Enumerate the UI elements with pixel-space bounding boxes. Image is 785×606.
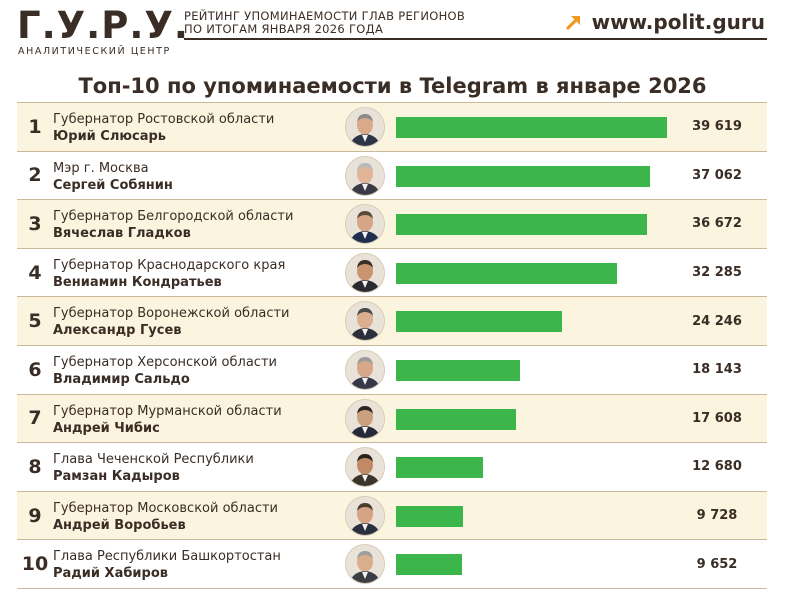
table-row: 8 Глава Чеченской Республики Рамзан Кадыро…	[17, 442, 767, 491]
rank-label: 2	[28, 164, 42, 187]
rank-label: 5	[28, 310, 42, 333]
site-url[interactable]: www.polit.guru	[591, 10, 765, 34]
avatar	[345, 398, 385, 439]
avatar	[345, 544, 385, 585]
avatar	[345, 155, 385, 196]
table-row: 10 Глава Республики Башкортостан Радий Хаб…	[17, 539, 767, 589]
header: Г.У.Р.У. АНАЛИТИЧЕСКИЙ ЦЕНТР РЕЙТИНГ УПО…	[0, 0, 785, 66]
avatar	[345, 447, 385, 488]
position-title: Губернатор Воронежской области	[53, 306, 290, 322]
table-row: 7 Губернатор Мурманской области Андрей Чиб…	[17, 393, 767, 443]
bar	[396, 165, 650, 187]
ranking-list: 1 Губернатор Ростовской области Юрий Слюса…	[17, 102, 767, 589]
table-row: 4 Губернатор Краснодарского края Вениамин …	[17, 247, 767, 297]
position-title: Глава Чеченской Республики	[53, 452, 254, 468]
arrow-up-right-icon	[566, 16, 580, 30]
person-name: Александр Гусев	[53, 323, 182, 339]
avatar	[345, 495, 385, 536]
person-name: Радий Хабиров	[53, 566, 168, 582]
bar	[396, 359, 521, 381]
position-title: Мэр г. Москва	[53, 160, 149, 176]
value-label: 18 143	[692, 362, 742, 378]
table-row: 3 Губернатор Белгородской области Вячеслав…	[17, 199, 767, 248]
rank-label: 10	[21, 553, 49, 576]
bar	[396, 505, 463, 527]
table-row: 2 Мэр г. Москва Сергей Собянин 37 062	[17, 150, 767, 200]
value-label: 37 062	[692, 167, 742, 183]
position-title: Губернатор Белгородской области	[53, 209, 294, 225]
avatar	[345, 349, 385, 390]
avatar	[345, 204, 385, 245]
value-label: 12 680	[692, 459, 742, 475]
person-name: Рамзан Кадыров	[53, 469, 180, 485]
bar	[396, 457, 483, 479]
position-title: Губернатор Херсонской области	[53, 354, 277, 370]
bar	[396, 408, 517, 430]
position-title: Губернатор Московской области	[53, 500, 278, 516]
table-row: 6 Губернатор Херсонской области Владимир С…	[17, 344, 767, 394]
rank-label: 3	[28, 212, 42, 235]
value-label: 24 246	[692, 313, 742, 329]
report-title-line1: РЕЙТИНГ УПОМИНАЕМОСТИ ГЛАВ РЕГИОНОВ	[184, 9, 466, 23]
bar	[396, 262, 617, 284]
header-divider	[184, 38, 767, 40]
position-title: Губернатор Мурманской области	[53, 403, 282, 419]
person-name: Сергей Собянин	[53, 177, 173, 193]
table-row: 1 Губернатор Ростовской области Юрий Слюса…	[17, 102, 767, 151]
value-label: 9 728	[696, 508, 738, 524]
rank-label: 7	[28, 407, 42, 430]
rank-label: 6	[28, 358, 42, 381]
avatar	[345, 107, 385, 147]
value-label: 39 619	[692, 119, 742, 135]
report-title-line2: ПО ИТОГАМ ЯНВАРЯ 2026 ГОДА	[184, 22, 384, 36]
person-name: Юрий Слюсарь	[53, 129, 167, 144]
rank-label: 9	[28, 504, 42, 527]
value-label: 17 608	[692, 410, 742, 426]
person-name: Владимир Сальдо	[53, 371, 190, 387]
position-title: Губернатор Краснодарского края	[53, 257, 286, 273]
table-row: 9 Губернатор Московской области Андрей Вор…	[17, 490, 767, 540]
value-label: 9 652	[696, 556, 738, 572]
bar	[396, 554, 462, 576]
person-name: Андрей Воробьев	[53, 517, 186, 533]
bar	[396, 214, 647, 236]
person-name: Андрей Чибис	[53, 420, 160, 436]
logo: Г.У.Р.У.	[17, 4, 189, 47]
avatar	[345, 301, 385, 342]
logo-subtitle: АНАЛИТИЧЕСКИЙ ЦЕНТР	[18, 46, 171, 57]
avatar	[345, 252, 385, 293]
position-title: Губернатор Ростовской области	[53, 112, 275, 127]
rank-label: 1	[28, 115, 42, 138]
table-row: 5 Губернатор Воронежской области Александр…	[17, 296, 767, 345]
rank-label: 8	[28, 455, 42, 478]
position-title: Глава Республики Башкортостан	[53, 549, 281, 565]
person-name: Вениамин Кондратьев	[53, 274, 222, 290]
value-label: 36 672	[692, 216, 742, 232]
chart-title: Топ-10 по упоминаемости в Telegram в янв…	[78, 74, 707, 98]
bar	[396, 117, 667, 138]
value-label: 32 285	[692, 265, 742, 281]
person-name: Вячеслав Гладков	[53, 226, 191, 242]
report-title: РЕЙТИНГ УПОМИНАЕМОСТИ ГЛАВ РЕГИОНОВ ПО И…	[184, 10, 514, 36]
site-link[interactable]: www.polit.guru	[564, 10, 765, 34]
rank-label: 4	[28, 261, 42, 284]
bar	[396, 311, 562, 333]
